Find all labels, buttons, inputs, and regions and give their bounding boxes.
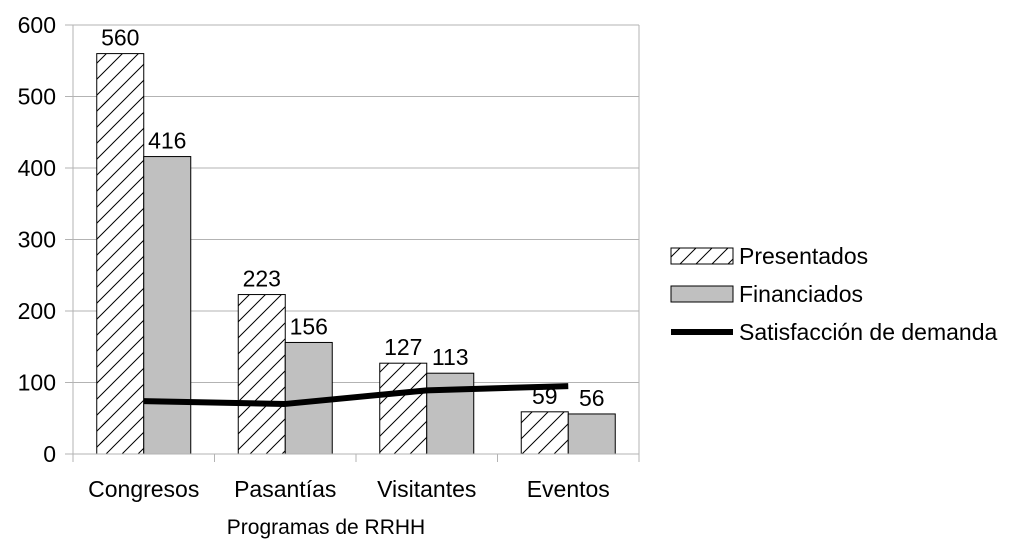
x-tick-label: Congresos bbox=[88, 476, 199, 502]
y-tick-label: 500 bbox=[18, 84, 56, 110]
bar-financiados-1 bbox=[143, 156, 192, 455]
demand-line bbox=[143, 383, 569, 407]
legend-label: Satisfacción de demanda bbox=[739, 319, 997, 345]
x-tick-label: Eventos bbox=[527, 476, 610, 502]
data-label: 156 bbox=[290, 313, 328, 339]
x-tick-label: Pasantías bbox=[234, 476, 336, 502]
bar-presentados-1 bbox=[96, 53, 145, 455]
bar-presentados-2 bbox=[237, 294, 286, 455]
bar-presentados-3 bbox=[379, 362, 428, 455]
data-label: 223 bbox=[243, 266, 281, 292]
x-axis-title: Programas de RRHH bbox=[227, 516, 425, 539]
line-satisfacción-de-demanda bbox=[143, 383, 569, 407]
bars bbox=[96, 53, 616, 455]
data-label: 59 bbox=[532, 383, 558, 409]
legend-label: Presentados bbox=[739, 243, 868, 269]
bar-financiados-3 bbox=[426, 372, 475, 455]
data-label: 416 bbox=[148, 128, 186, 154]
bar-financiados-4 bbox=[567, 413, 616, 455]
labels: 0 100 200 300 400 500 600 560 416 Congresos 223 156… bbox=[18, 12, 610, 502]
y-tick-label: 200 bbox=[18, 298, 56, 324]
y-tick-label: 100 bbox=[18, 370, 56, 396]
data-label: 113 bbox=[432, 344, 469, 370]
data-label: 560 bbox=[101, 25, 139, 51]
y-tick-label: 400 bbox=[18, 155, 56, 181]
y-tick-label: 0 bbox=[43, 441, 56, 467]
y-tick-label: 300 bbox=[18, 227, 56, 253]
data-label: 56 bbox=[579, 385, 605, 411]
y-tick-label: 600 bbox=[18, 12, 56, 38]
legend-swatch bbox=[670, 247, 734, 265]
bar-presentados-4 bbox=[520, 411, 569, 455]
axes bbox=[65, 24, 640, 462]
legend-label: Financiados bbox=[739, 281, 863, 307]
x-tick-label: Visitantes bbox=[377, 476, 476, 502]
legend: Presentados Financiados Satisfacción de de… bbox=[670, 243, 997, 345]
legend-swatch bbox=[670, 285, 734, 303]
data-label: 127 bbox=[384, 334, 422, 360]
